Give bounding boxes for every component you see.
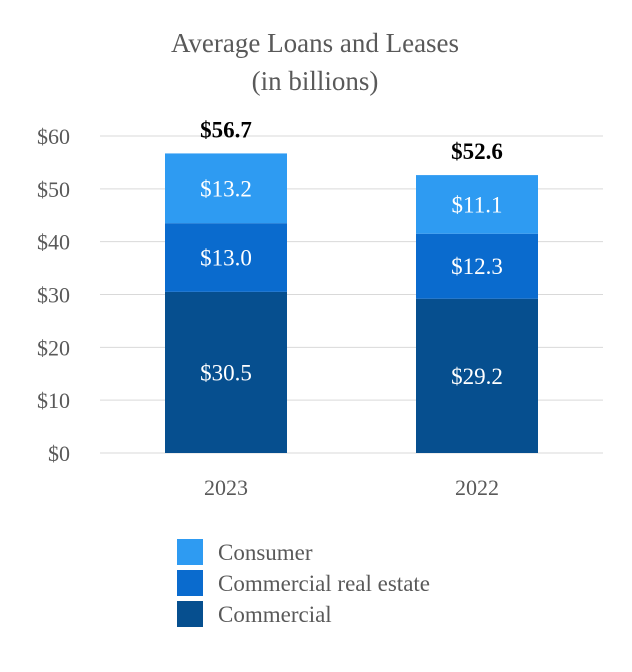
- data-label: $30.5: [200, 360, 252, 385]
- y-tick-label: $0: [48, 441, 70, 466]
- y-tick-label: $60: [37, 124, 70, 149]
- y-tick-label: $10: [37, 388, 70, 413]
- x-tick-label: 2023: [204, 475, 248, 500]
- data-labels: $30.5 $13.0 $13.2 $56.7 $29.2 $12.3 $11.1 $52.6: [200, 117, 503, 388]
- bar-segment-commercial-real-estate-2022: [416, 233, 538, 299]
- legend-label: Commercial: [218, 602, 332, 627]
- y-tick-label: $50: [37, 177, 70, 202]
- data-label: $13.0: [200, 246, 252, 271]
- data-label: $11.1: [452, 192, 503, 217]
- data-label: $29.2: [451, 364, 503, 389]
- legend-item: Commercial: [177, 601, 332, 627]
- bar-segment-consumer-2023: [165, 153, 287, 224]
- chart-title: Average Loans and Leases: [171, 28, 459, 58]
- legend-swatch: [177, 601, 203, 627]
- legend-item: Commercial real estate: [177, 570, 430, 596]
- bars: [165, 153, 538, 453]
- y-tick-label: $20: [37, 335, 70, 360]
- total-label: $52.6: [451, 139, 503, 164]
- data-label: $12.3: [451, 254, 503, 279]
- y-axis-ticks: $0 $10 $20 $30 $40 $50 $60: [37, 124, 70, 466]
- legend-label: Consumer: [218, 540, 313, 565]
- legend-item: Consumer: [177, 539, 313, 565]
- x-axis-ticks: 2023 2022: [204, 475, 499, 500]
- x-tick-label: 2022: [455, 475, 499, 500]
- bar-segment-consumer-2022: [416, 175, 538, 234]
- legend-swatch: [177, 570, 203, 596]
- y-tick-label: $40: [37, 230, 70, 255]
- legend-label: Commercial real estate: [218, 571, 430, 596]
- bar-segment-commercial-real-estate-2023: [165, 223, 287, 292]
- bar-segment-commercial-2023: [165, 291, 287, 453]
- total-label: $56.7: [200, 117, 252, 142]
- data-label: $13.2: [200, 176, 252, 201]
- legend-swatch: [177, 539, 203, 565]
- chart-subtitle: (in billions): [252, 66, 379, 96]
- bar-segment-commercial-2022: [416, 298, 538, 453]
- y-tick-label: $30: [37, 283, 70, 308]
- legend: Consumer Commercial real estate Commercial: [177, 539, 430, 627]
